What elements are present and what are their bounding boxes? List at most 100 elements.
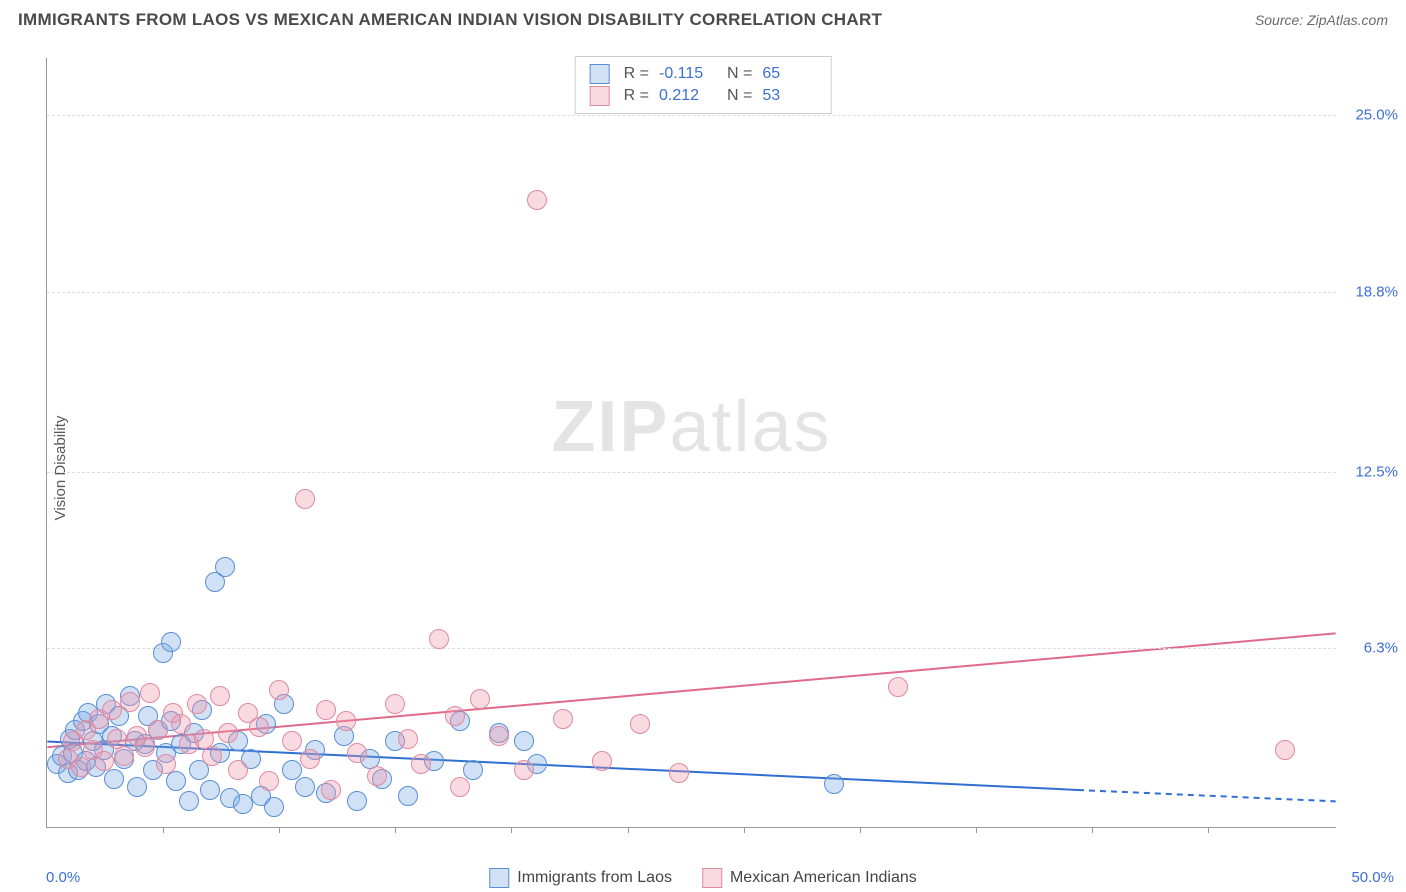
data-point (385, 694, 405, 714)
x-axis-min-label: 0.0% (46, 869, 80, 886)
source-attribution: Source: ZipAtlas.com (1255, 12, 1388, 28)
r-value: 0.212 (659, 87, 713, 105)
data-point (398, 729, 418, 749)
data-point (233, 794, 253, 814)
data-point (228, 760, 248, 780)
data-point (135, 737, 155, 757)
x-tick (511, 827, 512, 833)
gridline (47, 648, 1336, 649)
data-point (282, 760, 302, 780)
data-point (187, 694, 207, 714)
r-label: R = (624, 87, 649, 105)
data-point (592, 751, 612, 771)
data-point (450, 777, 470, 797)
data-point (514, 731, 534, 751)
gridline (47, 292, 1336, 293)
data-point (824, 774, 844, 794)
data-point (249, 717, 269, 737)
legend-label: Immigrants from Laos (517, 869, 672, 887)
x-tick (1208, 827, 1209, 833)
x-tick (163, 827, 164, 833)
data-point (321, 780, 341, 800)
data-point (104, 769, 124, 789)
legend-label: Mexican American Indians (730, 869, 917, 887)
data-point (429, 629, 449, 649)
data-point (259, 771, 279, 791)
data-point (218, 723, 238, 743)
plot-area: ZIPatlas (46, 58, 1336, 828)
n-value: 53 (762, 87, 816, 105)
y-tick-label: 18.8% (1355, 283, 1398, 300)
n-label: N = (727, 87, 752, 105)
data-point (166, 771, 186, 791)
data-point (114, 746, 134, 766)
data-point (411, 754, 431, 774)
data-point (161, 632, 181, 652)
data-point (347, 743, 367, 763)
data-point (94, 751, 114, 771)
data-point (300, 749, 320, 769)
x-axis-max-label: 50.0% (1351, 869, 1394, 886)
y-tick-label: 6.3% (1364, 640, 1398, 657)
correlation-legend: R = -0.115 N = 65 R = 0.212 N = 53 (575, 56, 832, 114)
data-point (282, 731, 302, 751)
data-point (630, 714, 650, 734)
legend-swatch (590, 64, 610, 84)
data-point (202, 746, 222, 766)
x-tick (860, 827, 861, 833)
data-point (140, 683, 160, 703)
legend-swatch (489, 868, 509, 888)
data-point (264, 797, 284, 817)
data-point (527, 190, 547, 210)
data-point (514, 760, 534, 780)
x-tick (744, 827, 745, 833)
data-point (1275, 740, 1295, 760)
chart-container: Vision Disability ZIPatlas R =-0.115N =6… (0, 44, 1406, 892)
x-tick (628, 827, 629, 833)
data-point (71, 757, 91, 777)
legend-item: Mexican American Indians (702, 868, 917, 888)
data-point (398, 786, 418, 806)
y-tick-label: 25.0% (1355, 107, 1398, 124)
data-point (200, 780, 220, 800)
r-value: -0.115 (659, 65, 713, 83)
gridline (47, 472, 1336, 473)
legend-stat-row: R = 0.212 N = 53 (590, 85, 817, 107)
x-tick (1092, 827, 1093, 833)
data-point (127, 777, 147, 797)
y-tick-label: 12.5% (1355, 463, 1398, 480)
data-point (295, 777, 315, 797)
data-point (295, 489, 315, 509)
data-point (463, 760, 483, 780)
legend-swatch (702, 868, 722, 888)
data-point (669, 763, 689, 783)
gridline (47, 115, 1336, 116)
x-tick (395, 827, 396, 833)
data-point (367, 766, 387, 786)
data-point (156, 754, 176, 774)
data-point (148, 720, 168, 740)
x-tick (976, 827, 977, 833)
n-label: N = (727, 65, 752, 83)
data-point (489, 726, 509, 746)
data-point (445, 706, 465, 726)
data-point (210, 686, 230, 706)
data-point (171, 714, 191, 734)
chart-header: IMMIGRANTS FROM LAOS VS MEXICAN AMERICAN… (0, 0, 1406, 38)
data-point (269, 680, 289, 700)
data-point (888, 677, 908, 697)
data-point (215, 557, 235, 577)
series-legend: Immigrants from Laos Mexican American Ind… (489, 868, 916, 888)
data-point (102, 700, 122, 720)
data-point (120, 692, 140, 712)
legend-swatch (590, 86, 610, 106)
r-label: R = (624, 65, 649, 83)
n-value: 65 (762, 65, 816, 83)
data-point (336, 711, 356, 731)
data-point (347, 791, 367, 811)
data-point (553, 709, 573, 729)
data-point (470, 689, 490, 709)
legend-stat-row: R = -0.115 N = 65 (590, 63, 817, 85)
data-point (316, 700, 336, 720)
chart-title: IMMIGRANTS FROM LAOS VS MEXICAN AMERICAN… (18, 10, 882, 30)
